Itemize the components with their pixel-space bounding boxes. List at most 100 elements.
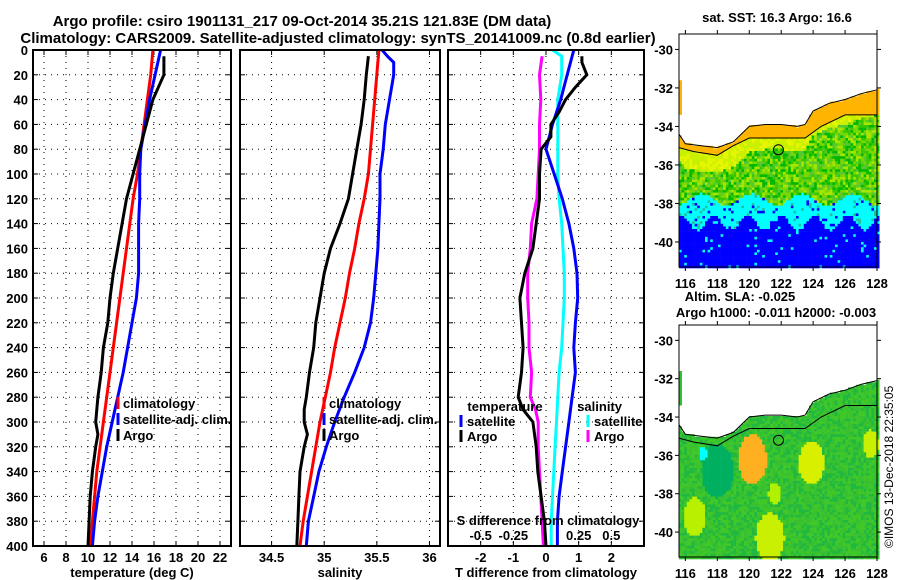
y-tick-label: 340 — [6, 465, 28, 480]
x-axis-label: T difference from climatology — [455, 565, 638, 580]
x-tick-label: 14 — [125, 550, 140, 565]
s-axis-label: S difference from climatology — [457, 513, 641, 528]
x-tick-label: 1 — [575, 550, 582, 565]
x-tick-label: 120 — [738, 566, 760, 580]
x-tick-label: 128 — [866, 276, 888, 291]
s-tick-label: 0.5 — [602, 528, 620, 543]
title-line1: Argo profile: csiro 1901131_217 09-Oct-2… — [53, 13, 552, 30]
x-tick-label: 122 — [770, 276, 792, 291]
y-tick-label: 220 — [6, 316, 28, 331]
series-line-argo — [86, 56, 166, 547]
legend-label-s-satellite: satellite — [594, 414, 642, 429]
x-tick-label: 122 — [770, 566, 792, 580]
series-line-argo — [295, 56, 370, 547]
argo-location-marker — [772, 434, 784, 446]
legend-title-temperature: temperature — [467, 399, 542, 414]
series-line-t-argo — [516, 56, 589, 547]
x-tick-label: 128 — [866, 566, 888, 580]
y-tick-label: 240 — [6, 341, 28, 356]
x-tick-label: 116 — [675, 566, 696, 580]
argo-location-marker — [772, 144, 784, 156]
legend-label-argo: Argo — [329, 428, 359, 443]
difference-panel: -2 -1 0 1 2T difference from climatology S di… — [447, 48, 645, 580]
map-frame — [678, 324, 878, 558]
coastline — [678, 89, 878, 149]
x-tick-label: 126 — [834, 566, 856, 580]
plot-frame — [32, 49, 232, 547]
x-tick-label: 124 — [802, 566, 824, 580]
series-line-climatology — [298, 49, 381, 547]
isobath-contour — [678, 114, 877, 156]
x-tick-label: 126 — [834, 276, 856, 291]
legend-label-climatology: climatology — [329, 396, 402, 411]
legend-label-t-satellite: satellite — [467, 414, 515, 429]
y-tick-label: -34 — [654, 119, 674, 134]
legend-title-salinity: salinity — [577, 399, 623, 414]
legend-label-s-argo: Argo — [594, 429, 624, 444]
x-tick-label: 16 — [147, 550, 161, 565]
y-tick-label: 80 — [14, 142, 28, 157]
plot-frame — [239, 49, 441, 547]
y-tick-label: 100 — [6, 167, 28, 182]
y-tick-label: -32 — [654, 372, 673, 387]
sla-map-title-1: Altim. SLA: -0.025 — [685, 289, 796, 304]
coastline — [678, 380, 878, 439]
x-tick-label: 12 — [103, 550, 117, 565]
sst-map-title: sat. SST: 16.3 Argo: 16.6 — [702, 10, 852, 25]
land-edge — [679, 80, 682, 115]
y-tick-label: 120 — [6, 192, 28, 207]
legend-label-argo: Argo — [123, 428, 153, 443]
y-tick-label: -30 — [654, 42, 673, 57]
x-tick-label: 18 — [169, 550, 183, 565]
y-tick-label: 360 — [6, 489, 28, 504]
x-tick-label: 22 — [213, 550, 227, 565]
y-tick-label: -34 — [654, 410, 674, 425]
x-tick-label: 36 — [422, 550, 436, 565]
x-tick-label: 35 — [317, 550, 331, 565]
legend-label-satellite: satellite-adj. clim. — [329, 412, 437, 427]
y-tick-label: 40 — [14, 93, 28, 108]
y-tick-label: 200 — [6, 291, 28, 306]
map-field — [679, 379, 880, 560]
plot-area — [448, 50, 644, 546]
plot-area — [33, 50, 231, 546]
y-tick-label: -40 — [654, 525, 673, 540]
y-tick-label: 300 — [6, 415, 28, 430]
sst-map-panel: 116 118 120 122 124 126 128 -30 -32 -34 -36 -38 -40 — [654, 30, 888, 291]
map-frame — [678, 33, 878, 268]
x-axis-label: salinity — [318, 565, 364, 580]
x-tick-label: -2 — [475, 550, 487, 565]
title-line2: Climatology: CARS2009. Satellite-adjuste… — [20, 30, 655, 47]
y-tick-label: 0 — [21, 43, 28, 58]
x-tick-label: 118 — [707, 566, 728, 580]
y-tick-label: 140 — [6, 217, 28, 232]
y-tick-label: 180 — [6, 266, 28, 281]
sla-map-panel: 116 118 120 122 124 126 128 -30 -32 -34 -36 -38 -40 — [654, 321, 888, 580]
y-tick-label: 400 — [6, 539, 28, 554]
plot-frame — [447, 49, 645, 547]
legend-label-climatology: climatology — [123, 396, 196, 411]
temperature-panel: 6 8 10 12 14 16 18 20 22020406080100120140160180… — [6, 43, 232, 580]
legend-label-t-argo: Argo — [467, 429, 497, 444]
y-tick-label: 20 — [14, 68, 28, 83]
x-tick-label: 34.5 — [259, 550, 284, 565]
x-tick-label: 20 — [191, 550, 205, 565]
x-axis-label: temperature (deg C) — [70, 565, 194, 580]
y-tick-label: -32 — [654, 81, 673, 96]
legend-label-satellite: satellite-adj. clim. — [123, 412, 231, 427]
salinity-panel: 34.5 35 35.5 36 salinity climatologysatellite… — [239, 49, 441, 580]
x-tick-label: 10 — [81, 550, 95, 565]
land-edge — [679, 371, 682, 406]
s-tick-label: 0.25 — [566, 528, 591, 543]
isobath-contour — [678, 405, 877, 447]
y-tick-label: 260 — [6, 365, 28, 380]
x-tick-label: 8 — [62, 550, 69, 565]
series-line-satellite-adj-clim- — [304, 49, 396, 547]
sla-map-title-2: Argo h1000: -0.011 h2000: -0.003 — [676, 305, 876, 320]
plot-area — [240, 50, 440, 546]
y-tick-label: 60 — [14, 117, 28, 132]
x-tick-label: 124 — [802, 276, 824, 291]
map-field — [679, 88, 880, 269]
series-line-s-argo — [526, 55, 545, 547]
